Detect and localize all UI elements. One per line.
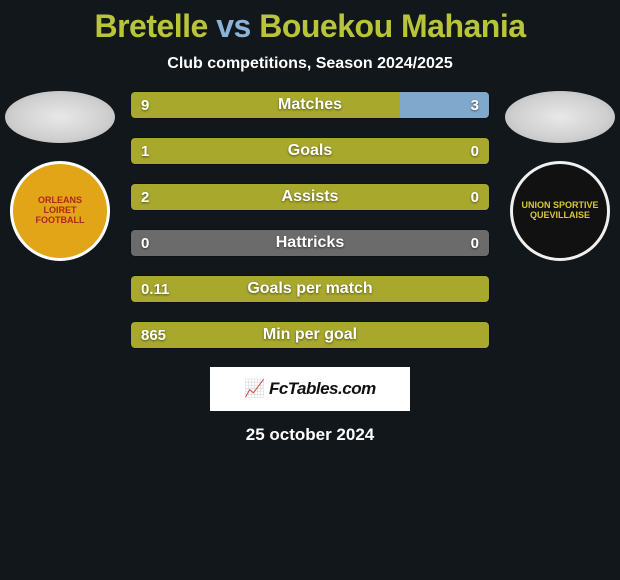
player-right-name: Bouekou Mahania xyxy=(259,8,525,44)
club-badge-right-text: UNION SPORTIVE QUEVILLAISE xyxy=(521,201,599,221)
player-right-silhouette xyxy=(505,91,615,143)
brand-logo-text: FcTables.com xyxy=(269,379,376,399)
brand-logo: 📈 FcTables.com xyxy=(210,367,410,411)
bar-segment-left xyxy=(131,276,489,302)
stat-bars: Matches93 Goals10 Assists20 Hattricks00 Goal… xyxy=(130,91,490,349)
stat-row: Assists20 xyxy=(130,183,490,211)
bar-segment-left xyxy=(131,138,489,164)
club-badge-right: UNION SPORTIVE QUEVILLAISE xyxy=(510,161,610,261)
player-left-silhouette xyxy=(5,91,115,143)
bar-segment-right xyxy=(400,92,490,118)
stat-row: Goals per match0.11 xyxy=(130,275,490,303)
bar-segment-left xyxy=(131,230,489,256)
stat-row: Hattricks00 xyxy=(130,229,490,257)
stat-row: Goals10 xyxy=(130,137,490,165)
stat-row: Matches93 xyxy=(130,91,490,119)
club-badge-left-text: ORLEANS LOIRET FOOTBALL xyxy=(21,196,99,226)
chart-icon: 📈 xyxy=(244,379,265,399)
date-text: 25 october 2024 xyxy=(0,425,620,445)
subtitle: Club competitions, Season 2024/2025 xyxy=(0,55,620,73)
bar-segment-left xyxy=(131,322,489,348)
content: ORLEANS LOIRET FOOTBALL UNION SPORTIVE Q… xyxy=(0,91,620,445)
header: Bretelle vs Bouekou Mahania Club competi… xyxy=(0,0,620,73)
page-title: Bretelle vs Bouekou Mahania xyxy=(0,8,620,45)
player-left-name: Bretelle xyxy=(94,8,207,44)
club-badge-left: ORLEANS LOIRET FOOTBALL xyxy=(10,161,110,261)
player-right-column: UNION SPORTIVE QUEVILLAISE xyxy=(500,91,620,261)
player-left-column: ORLEANS LOIRET FOOTBALL xyxy=(0,91,120,261)
bar-segment-left xyxy=(131,92,400,118)
bar-segment-left xyxy=(131,184,489,210)
stat-row: Min per goal865 xyxy=(130,321,490,349)
vs-text: vs xyxy=(216,8,251,44)
